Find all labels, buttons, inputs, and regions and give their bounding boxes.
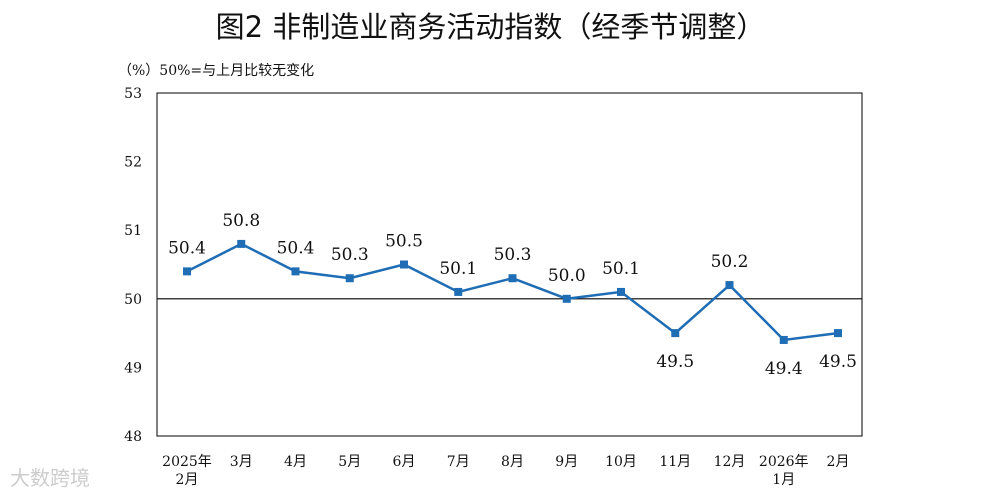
data-label: 50.5 [385,232,423,252]
data-point [562,294,571,303]
x-tick-label: 6月 [393,454,416,470]
data-point [454,287,463,296]
y-tick-label: 51 [124,223,142,239]
x-tick-label: 2025年 [162,454,212,470]
data-point [671,329,680,338]
data-label: 50.4 [168,238,206,258]
x-tick-label: 2月 [176,472,199,488]
data-point [834,329,842,338]
data-label: 49.4 [765,359,803,379]
x-tick-label: 8月 [501,454,524,470]
y-tick-label: 52 [124,155,142,171]
y-tick-label: 50 [124,292,142,308]
watermark: 大数跨境 [10,466,90,490]
y-tick-label: 48 [124,429,142,445]
plot-frame [156,92,863,437]
data-point [779,335,788,344]
x-tick-label: 1月 [772,472,795,488]
data-label: 50.2 [711,252,749,272]
data-point [291,267,300,276]
x-tick-label: 4月 [284,454,307,470]
data-label: 50.8 [222,211,260,231]
chart-title: 图2 非制造业商务活动指数（经季节调整） [215,10,766,44]
x-tick-label: 5月 [338,454,361,470]
data-label: 50.4 [277,238,315,258]
data-label: 50.3 [331,245,369,265]
data-label: 49.5 [656,352,694,372]
data-label: 50.3 [494,245,532,265]
x-tick-label: 7月 [447,454,470,470]
y-tick-label: 53 [124,86,142,102]
data-point [183,267,191,276]
x-tick-label: 10月 [605,454,637,470]
y-tick-label: 49 [124,360,142,376]
x-tick-label: 3月 [230,454,253,470]
y-axis-note: （%）50%=与上月比较无变化 [118,63,315,79]
data-label: 50.1 [602,259,640,279]
data-label: 49.5 [819,352,857,372]
x-tick-label: 12月 [714,454,746,470]
x-tick-label: 2月 [827,454,850,470]
x-tick-label: 11月 [659,454,691,470]
data-point [508,274,517,283]
x-tick-label: 2026年 [759,454,809,470]
data-point [725,281,734,290]
data-point [617,287,625,296]
data-point [237,239,246,248]
data-point [400,260,408,269]
x-tick-label: 9月 [555,454,578,470]
data-label: 50.1 [439,259,477,279]
data-point [345,274,354,283]
data-label: 50.0 [548,266,586,286]
